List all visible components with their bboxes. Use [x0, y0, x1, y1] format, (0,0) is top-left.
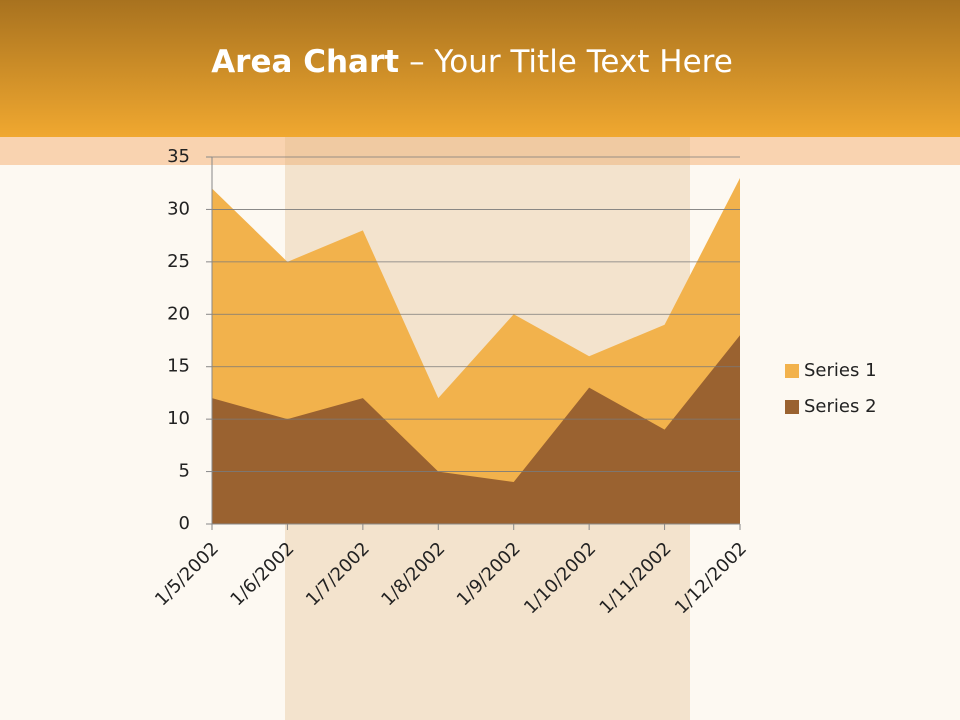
y-tick-label: 20	[167, 303, 190, 324]
legend-label: Series 1	[804, 360, 877, 381]
y-tick-label: 35	[167, 146, 190, 167]
title-rest: – Your Title Text Here	[409, 44, 733, 80]
legend-swatch	[785, 400, 799, 414]
y-tick-label: 25	[167, 251, 190, 272]
accent-band	[0, 137, 960, 165]
legend-swatch	[785, 364, 799, 378]
area	[212, 335, 740, 524]
header-band	[0, 0, 960, 137]
y-tick-label: 10	[167, 408, 190, 429]
title: Area Chart – Your Title Text Here	[211, 44, 733, 80]
legend-label: Series 2	[804, 396, 877, 417]
y-tick-label: 30	[167, 198, 190, 219]
y-tick-label: 5	[179, 461, 190, 482]
y-tick-label: 15	[167, 356, 190, 377]
y-tick-label: 0	[179, 513, 190, 534]
title-bold: Area Chart	[211, 44, 399, 80]
